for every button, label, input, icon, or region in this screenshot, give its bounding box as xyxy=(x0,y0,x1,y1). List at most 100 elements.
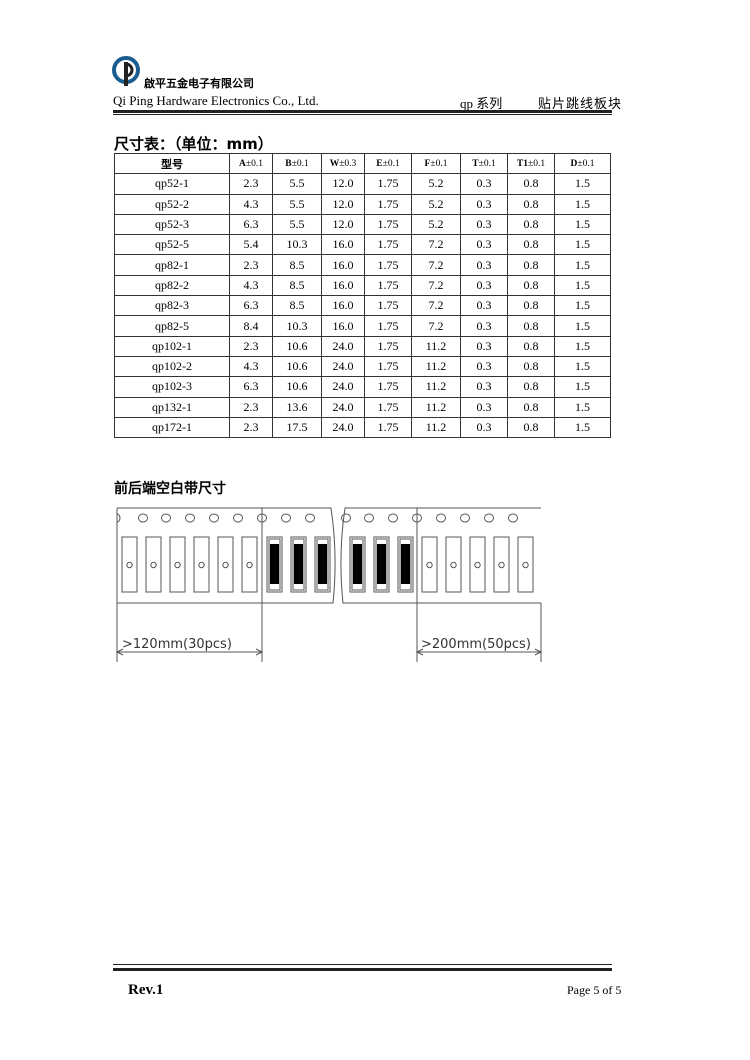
jumper-component xyxy=(270,544,279,584)
empty-pocket xyxy=(241,536,258,593)
pocket-hole xyxy=(498,561,505,569)
value-cell: 1.75 xyxy=(364,173,412,195)
table-body: qp52-1 2.3 5.5 12.0 1.75 5.2 0.3 0.8 1.5 qp52-2 4.… xyxy=(114,173,611,439)
column-key: T1 xyxy=(516,158,528,169)
revision: Rev.1 xyxy=(128,982,164,998)
column-key: A xyxy=(239,158,246,169)
pocket-hole xyxy=(246,561,253,569)
value-cell: 0.3 xyxy=(460,213,508,236)
pocket-hole xyxy=(222,561,229,569)
component-outline xyxy=(351,538,364,591)
column-key: D xyxy=(570,158,578,169)
company-name-cn: 啟平五金电子有限公司 xyxy=(144,77,254,90)
jumper-component xyxy=(353,544,362,584)
tape-right-outline xyxy=(340,507,541,604)
sprocket-hole xyxy=(281,513,291,523)
value-cell: 1.5 xyxy=(554,254,611,276)
component-outline xyxy=(316,538,329,591)
tape-diagram: >120mm(30pcs) >200mm(50pcs) xyxy=(115,507,543,662)
table-row: qp102-1 2.3 10.6 24.0 1.75 11.2 0.3 0.8 1.5 xyxy=(114,335,611,357)
jumper-component xyxy=(377,544,386,584)
value-cell: 1.75 xyxy=(364,376,412,398)
empty-pocket xyxy=(145,536,162,593)
model-cell: qp52-3 xyxy=(114,213,230,236)
value-cell: 1.5 xyxy=(554,376,611,398)
value-cell: 1.75 xyxy=(364,416,412,439)
table-row: qp52-1 2.3 5.5 12.0 1.75 5.2 0.3 0.8 1.5 xyxy=(114,173,611,195)
sprocket-hole xyxy=(484,513,494,523)
product-series: qp 系列 xyxy=(460,96,503,111)
trailer-length-label: >200mm(50pcs) xyxy=(421,637,531,652)
value-cell: 0.3 xyxy=(460,274,508,297)
pocket-hole xyxy=(150,561,157,569)
empty-pocket xyxy=(169,536,186,593)
pocket-hole xyxy=(198,561,205,569)
table-title: 尺寸表：（单位：mm） xyxy=(114,135,273,153)
table-row: qp102-3 6.3 10.6 24.0 1.75 11.2 0.3 0.8 1.5 xyxy=(114,376,611,398)
value-cell: 10.3 xyxy=(272,315,322,337)
value-cell: 1.75 xyxy=(364,335,412,357)
value-cell: 11.2 xyxy=(411,355,461,378)
empty-pocket xyxy=(445,536,462,593)
value-cell: 1.75 xyxy=(364,193,412,215)
empty-pocket xyxy=(193,536,210,593)
table-row: qp82-3 6.3 8.5 16.0 1.75 7.2 0.3 0.8 1.5 xyxy=(114,295,611,317)
value-cell: 0.8 xyxy=(507,416,555,439)
sprocket-hole xyxy=(161,513,171,523)
sprocket-hole xyxy=(209,513,219,523)
footer-divider-thick xyxy=(113,968,612,971)
value-cell: 10.6 xyxy=(272,335,322,357)
model-cell: qp82-3 xyxy=(114,295,230,317)
company-name-en: Qi Ping Hardware Electronics Co., Ltd. xyxy=(113,93,319,108)
value-cell: 17.5 xyxy=(272,416,322,439)
pocket-hole xyxy=(426,561,433,569)
table-row: qp82-5 8.4 10.3 16.0 1.75 7.2 0.3 0.8 1.5 xyxy=(114,315,611,337)
sprocket-hole xyxy=(364,513,374,523)
column-key: W xyxy=(329,158,340,169)
pocket-hole xyxy=(126,561,133,569)
sprocket-hole xyxy=(508,513,518,523)
column-tolerance: ±0.1 xyxy=(430,158,448,169)
leader-length-label: >120mm(30pcs) xyxy=(122,637,232,652)
empty-pocket xyxy=(469,536,486,593)
value-cell: 1.5 xyxy=(554,295,611,317)
value-cell: 0.3 xyxy=(460,416,508,439)
value-cell: 24.0 xyxy=(321,416,365,439)
column-key: E xyxy=(376,158,383,169)
value-cell: 7.2 xyxy=(411,315,461,337)
value-cell: 6.3 xyxy=(229,213,273,236)
column-tolerance: ±0.1 xyxy=(577,158,595,169)
pocket xyxy=(266,536,283,593)
value-cell: 0.8 xyxy=(507,355,555,378)
value-cell: 1.5 xyxy=(554,416,611,439)
pocket xyxy=(349,536,366,593)
sprocket-hole xyxy=(233,513,243,523)
sprocket-hole xyxy=(185,513,195,523)
page-number: Page 5 of 5 xyxy=(567,983,622,997)
footer-divider-thin xyxy=(113,964,612,965)
sprocket-hole xyxy=(305,513,315,523)
column-tolerance: ±0.3 xyxy=(339,158,357,169)
column-header: T±0.1 xyxy=(460,152,508,175)
value-cell: 16.0 xyxy=(321,254,365,276)
column-key: T xyxy=(472,158,479,169)
empty-pocket xyxy=(217,536,234,593)
sprocket-hole xyxy=(436,513,446,523)
value-cell: 1.75 xyxy=(364,254,412,276)
product-name: 贴片跳线板块 xyxy=(538,96,623,111)
sprocket-hole xyxy=(388,513,398,523)
value-cell: 0.3 xyxy=(460,173,508,195)
empty-pocket xyxy=(121,536,138,593)
sprocket-hole xyxy=(341,513,351,523)
model-cell: qp82-5 xyxy=(114,315,230,337)
column-key: F xyxy=(424,158,431,169)
jumper-component xyxy=(318,544,327,584)
table-row: qp82-2 4.3 8.5 16.0 1.75 7.2 0.3 0.8 1.5 xyxy=(114,274,611,297)
component-outline xyxy=(399,538,412,591)
model-cell: qp172-1 xyxy=(114,416,230,439)
table-header-row: 型号 A±0.1 B±0.1 W±0.3 E±0.1 F±0.1 T±0.1 T1±0.1 D±… xyxy=(114,152,611,175)
empty-pocket xyxy=(517,536,534,593)
sprocket-hole-partial xyxy=(116,513,121,523)
column-tolerance: ±0.1 xyxy=(528,158,546,169)
column-tolerance: ±0.1 xyxy=(478,158,496,169)
